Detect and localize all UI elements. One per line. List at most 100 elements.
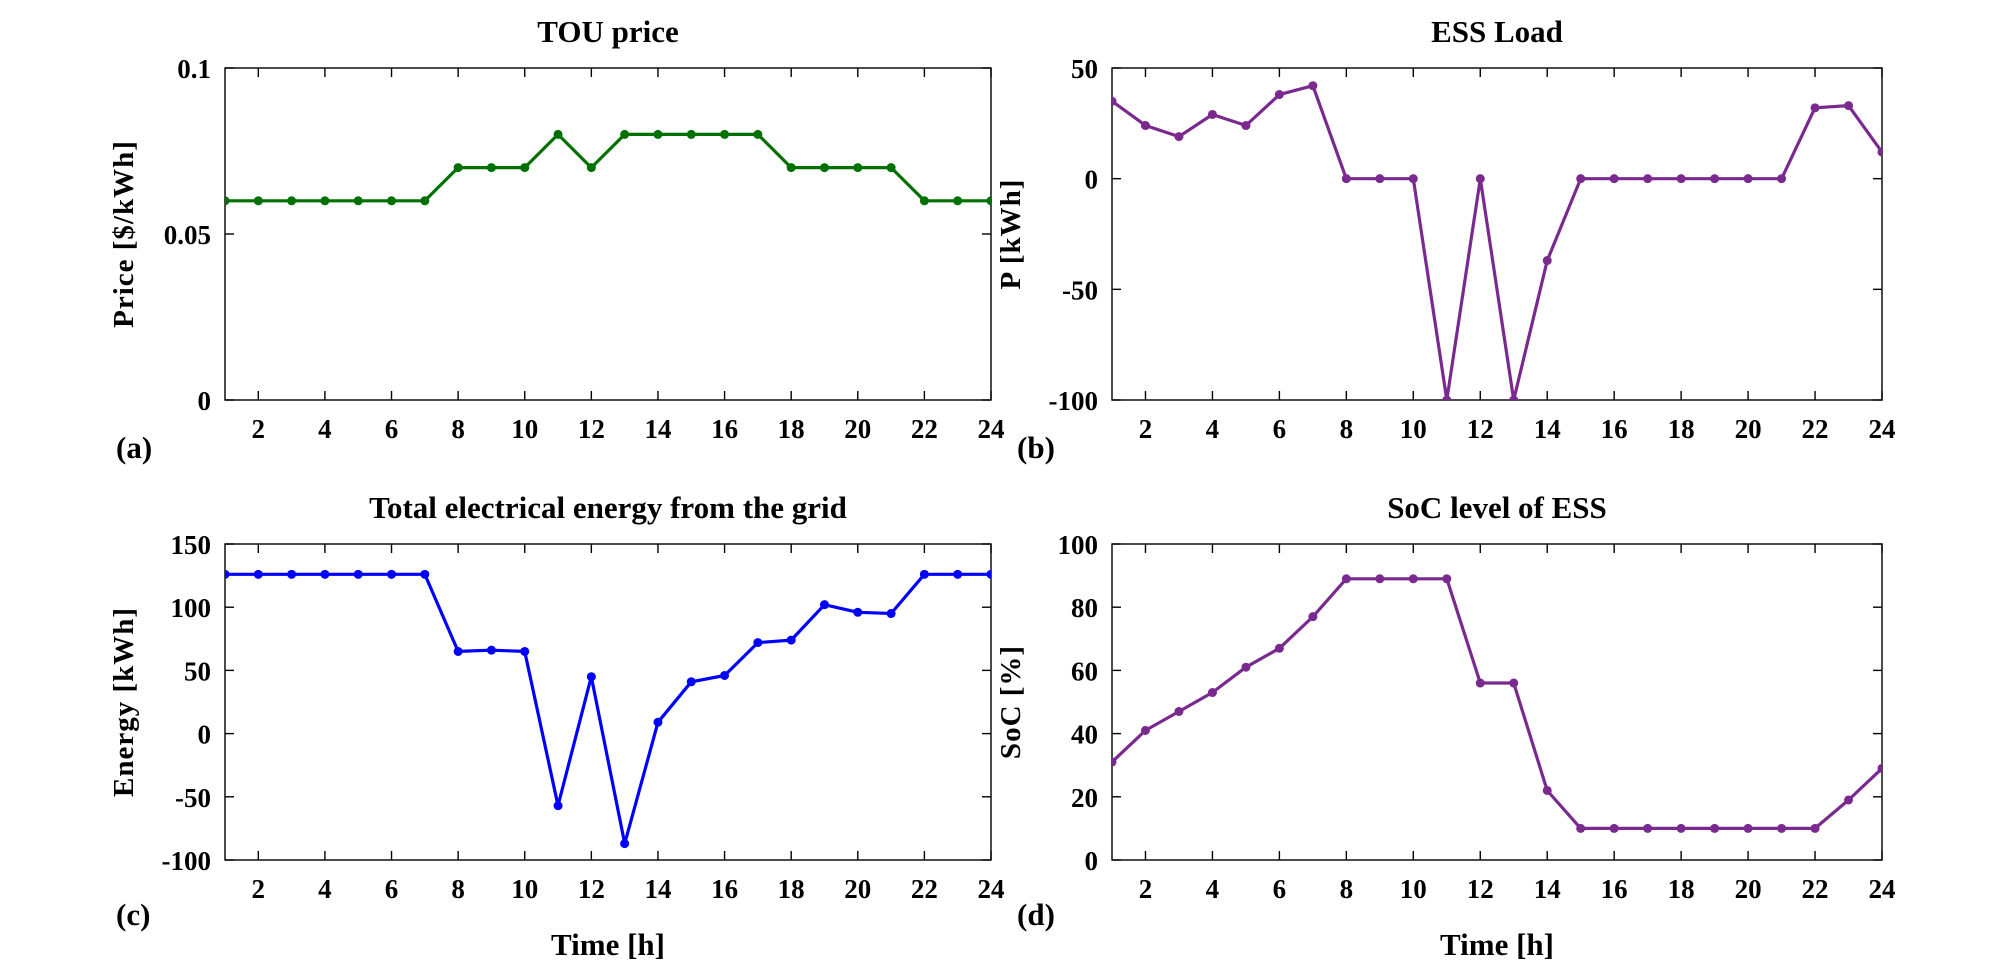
x-tick-label: 20 [1735, 874, 1762, 904]
data-point [1207, 109, 1217, 119]
y-tick-label: 40 [1071, 720, 1098, 750]
x-axis-label: Time [h] [1440, 927, 1554, 962]
data-point [620, 129, 630, 139]
x-tick-label: 8 [451, 874, 465, 904]
x-tick-label: 14 [644, 874, 671, 904]
x-tick-label: 16 [1601, 414, 1628, 444]
data-point [1375, 174, 1385, 184]
series-line [225, 132, 991, 203]
data-point [686, 129, 696, 139]
data-point [919, 196, 929, 206]
data-point [1174, 132, 1184, 142]
data-point [353, 569, 363, 579]
data-point [886, 609, 896, 619]
data-point [1241, 121, 1251, 131]
data-point [1609, 174, 1619, 184]
data-point [1475, 678, 1485, 688]
data-point [1408, 574, 1418, 584]
data-point [1509, 678, 1519, 688]
x-tick-label: 22 [911, 414, 938, 444]
data-point [586, 672, 596, 682]
data-point [420, 569, 430, 579]
data-point [1877, 147, 1882, 157]
data-point [1710, 823, 1720, 833]
data-point [1609, 823, 1619, 833]
x-tick-label: 12 [1467, 874, 1494, 904]
x-tick-label: 14 [1534, 874, 1561, 904]
x-tick-label: 16 [1601, 874, 1628, 904]
x-tick-label: 18 [778, 414, 805, 444]
x-tick-label: 12 [578, 414, 605, 444]
data-point [1576, 823, 1586, 833]
data-point [1844, 795, 1854, 805]
series-line [225, 572, 991, 846]
data-point [1810, 823, 1820, 833]
x-tick-label: 4 [1206, 414, 1220, 444]
x-tick-label: 12 [578, 874, 605, 904]
series-group [1112, 574, 1882, 833]
y-tick-label: 0 [1085, 846, 1099, 876]
data-point [353, 196, 363, 206]
data-point [1710, 174, 1720, 184]
data-point [953, 196, 963, 206]
plot-frame [1111, 67, 1883, 401]
y-tick-label: 50 [1071, 54, 1098, 84]
data-point [1408, 174, 1418, 184]
data-point [586, 163, 596, 173]
x-tick-label: 22 [1802, 874, 1829, 904]
y-tick-label: -100 [1049, 386, 1099, 416]
data-point [653, 717, 663, 727]
x-tick-label: 24 [1869, 874, 1896, 904]
plot-frame [1111, 543, 1883, 861]
y-tick-label: 0.1 [177, 54, 211, 84]
x-tick-label: 10 [1400, 414, 1427, 444]
panel-label: (d) [1017, 897, 1055, 932]
x-tick-label: 18 [1668, 874, 1695, 904]
x-tick-label: 6 [1273, 414, 1287, 444]
data-point [720, 129, 730, 139]
data-point [819, 163, 829, 173]
panel-label: (a) [116, 430, 152, 465]
x-tick-label: 4 [318, 414, 332, 444]
chart-title: ESS Load [1431, 14, 1563, 49]
data-point [1475, 174, 1485, 184]
y-tick-label: 0.05 [164, 220, 211, 250]
x-tick-label: 24 [1869, 414, 1896, 444]
data-point [486, 163, 496, 173]
x-tick-label: 2 [1139, 874, 1153, 904]
data-point [1542, 785, 1552, 795]
data-point [320, 569, 330, 579]
chart-title: SoC level of ESS [1387, 490, 1607, 525]
data-point [453, 646, 463, 656]
x-tick-label: 14 [644, 414, 671, 444]
y-tick-label: -50 [175, 783, 211, 813]
data-point [1241, 662, 1251, 672]
x-tick-label: 6 [1273, 874, 1287, 904]
data-point [1174, 706, 1184, 716]
data-point [1375, 574, 1385, 584]
panel-label: (b) [1017, 430, 1055, 465]
data-point [1112, 96, 1117, 106]
data-point [886, 163, 896, 173]
x-tick-label: 22 [1802, 414, 1829, 444]
x-tick-label: 10 [1400, 874, 1427, 904]
data-point [786, 163, 796, 173]
data-point [686, 677, 696, 687]
data-point [287, 569, 297, 579]
data-point [753, 129, 763, 139]
data-point [387, 569, 397, 579]
x-tick-label: 24 [978, 874, 1005, 904]
data-point [387, 196, 397, 206]
y-tick-label: 50 [184, 656, 211, 686]
data-point [1676, 823, 1686, 833]
x-tick-label: 4 [318, 874, 332, 904]
x-tick-label: 4 [1206, 874, 1220, 904]
y-tick-label: 100 [171, 593, 212, 623]
data-point [1844, 101, 1854, 111]
data-point [1140, 725, 1150, 735]
data-point [620, 839, 630, 849]
data-point [1576, 174, 1586, 184]
